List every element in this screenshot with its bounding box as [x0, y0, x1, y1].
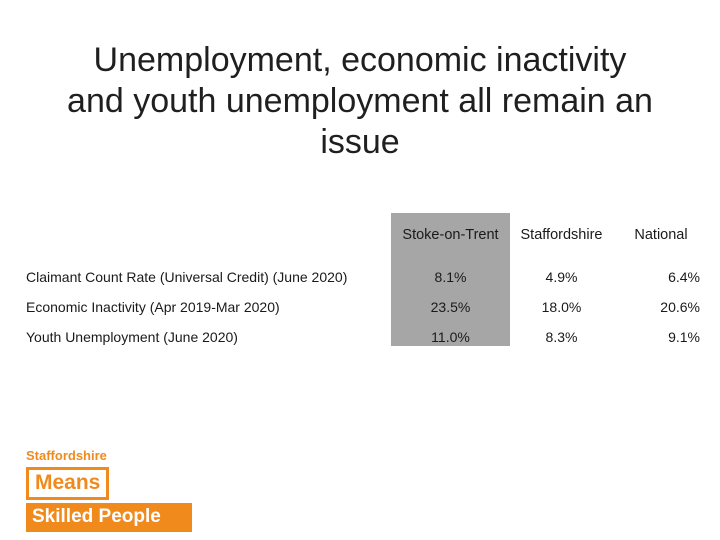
title-line-2: and youth unemployment all remain an [67, 82, 653, 120]
cell-claimant-stoke: 8.1% [434, 269, 467, 285]
row-label-claimant-count: Claimant Count Rate (Universal Credit) (… [26, 269, 348, 285]
cell-claimant-national: 6.4% [668, 269, 700, 285]
column-header-stoke-on-trent: Stoke-on-Trent [402, 227, 499, 243]
cell-youth-stoke: 11.0% [431, 329, 470, 345]
cell-claimant-staffordshire: 4.9% [545, 269, 578, 285]
staffordshire-means-skilled-people-logo: Staffordshire Means Skilled People [26, 448, 192, 532]
column-header-national: National [634, 227, 688, 243]
logo-line-means: Means [26, 467, 110, 500]
stoke-column-highlight [391, 213, 510, 346]
logo-line-skilled-people: Skilled People [26, 503, 192, 532]
cell-youth-national: 9.1% [668, 329, 700, 345]
column-header-staffordshire: Staffordshire [520, 227, 603, 243]
cell-inactivity-stoke: 23.5% [430, 299, 471, 315]
title-line-1: Unemployment, economic inactivity [93, 41, 627, 79]
slide-title: Unemployment, economic inactivity and yo… [20, 40, 700, 163]
title-line-3: issue [320, 123, 400, 161]
row-label-youth-unemployment: Youth Unemployment (June 2020) [26, 329, 238, 345]
cell-inactivity-staffordshire: 18.0% [541, 299, 582, 315]
cell-youth-staffordshire: 8.3% [545, 329, 578, 345]
row-label-economic-inactivity: Economic Inactivity (Apr 2019-Mar 2020) [26, 299, 280, 315]
logo-line-staffordshire: Staffordshire [26, 448, 107, 463]
cell-inactivity-national: 20.6% [660, 299, 700, 315]
